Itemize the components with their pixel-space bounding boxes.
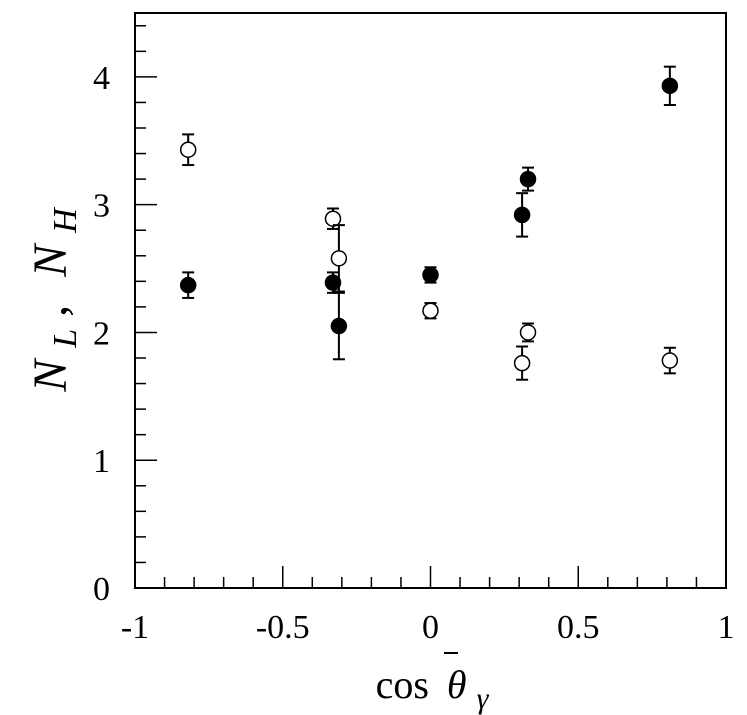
x-tick-label: 0 bbox=[422, 609, 439, 646]
y-axis-label-second: N bbox=[24, 242, 77, 278]
y-axis-label: N L , N H bbox=[24, 206, 87, 393]
filled-marker bbox=[330, 317, 348, 335]
open-marker bbox=[513, 354, 531, 372]
filled-data-point bbox=[422, 266, 439, 284]
filled-marker bbox=[661, 77, 679, 95]
filled-marker bbox=[179, 276, 197, 294]
open-marker bbox=[661, 352, 679, 369]
filled-marker bbox=[513, 206, 531, 224]
x-axis-label-base: cos bbox=[376, 662, 429, 707]
x-tick-label: -1 bbox=[121, 609, 149, 646]
x-tick-label: 0.5 bbox=[557, 609, 600, 646]
y-axis-label-first: N bbox=[24, 357, 77, 393]
open-marker bbox=[330, 250, 348, 267]
data-points bbox=[179, 65, 679, 381]
y-tick-label: 0 bbox=[93, 571, 110, 608]
x-axis-label-symbol: θ bbox=[447, 662, 467, 707]
y-tick-label: 4 bbox=[93, 60, 110, 97]
filled-data-point bbox=[330, 291, 348, 361]
filled-data-point bbox=[661, 65, 679, 106]
x-tick-label: 1 bbox=[718, 609, 735, 646]
open-data-point bbox=[661, 346, 679, 375]
filled-marker bbox=[519, 170, 537, 188]
y-tick-label: 1 bbox=[93, 443, 110, 480]
open-data-point bbox=[179, 133, 197, 167]
open-marker bbox=[179, 141, 197, 158]
open-marker bbox=[324, 210, 342, 227]
axis-tick-labels: -1 -0.5 0 0.5 1 0 1 2 3 4 bbox=[93, 60, 735, 646]
y-tick-label: 2 bbox=[93, 315, 110, 352]
plot-frame bbox=[134, 12, 727, 589]
x-axis-label: cos θ γ bbox=[376, 662, 490, 715]
open-data-point bbox=[422, 302, 439, 320]
open-marker bbox=[519, 324, 537, 341]
plot-border bbox=[134, 12, 727, 589]
y-axis-label-separator: , bbox=[24, 305, 77, 317]
y-tick-label: 3 bbox=[93, 188, 110, 225]
filled-marker bbox=[422, 266, 439, 284]
x-axis-label-subscript: γ bbox=[477, 682, 490, 715]
y-axis-label-first-sub: L bbox=[47, 329, 84, 349]
filled-marker bbox=[324, 274, 342, 291]
filled-data-point bbox=[513, 192, 531, 238]
filled-data-point bbox=[179, 271, 197, 299]
axis-ticks bbox=[134, 25, 727, 589]
filled-data-point bbox=[519, 166, 537, 192]
x-tick-label: -0.5 bbox=[256, 609, 310, 646]
open-data-point bbox=[519, 322, 537, 343]
y-axis-label-second-sub: H bbox=[47, 206, 84, 234]
open-data-point bbox=[513, 345, 531, 381]
open-data-point bbox=[324, 207, 342, 230]
open-data-point bbox=[330, 224, 348, 293]
open-marker bbox=[422, 302, 439, 319]
